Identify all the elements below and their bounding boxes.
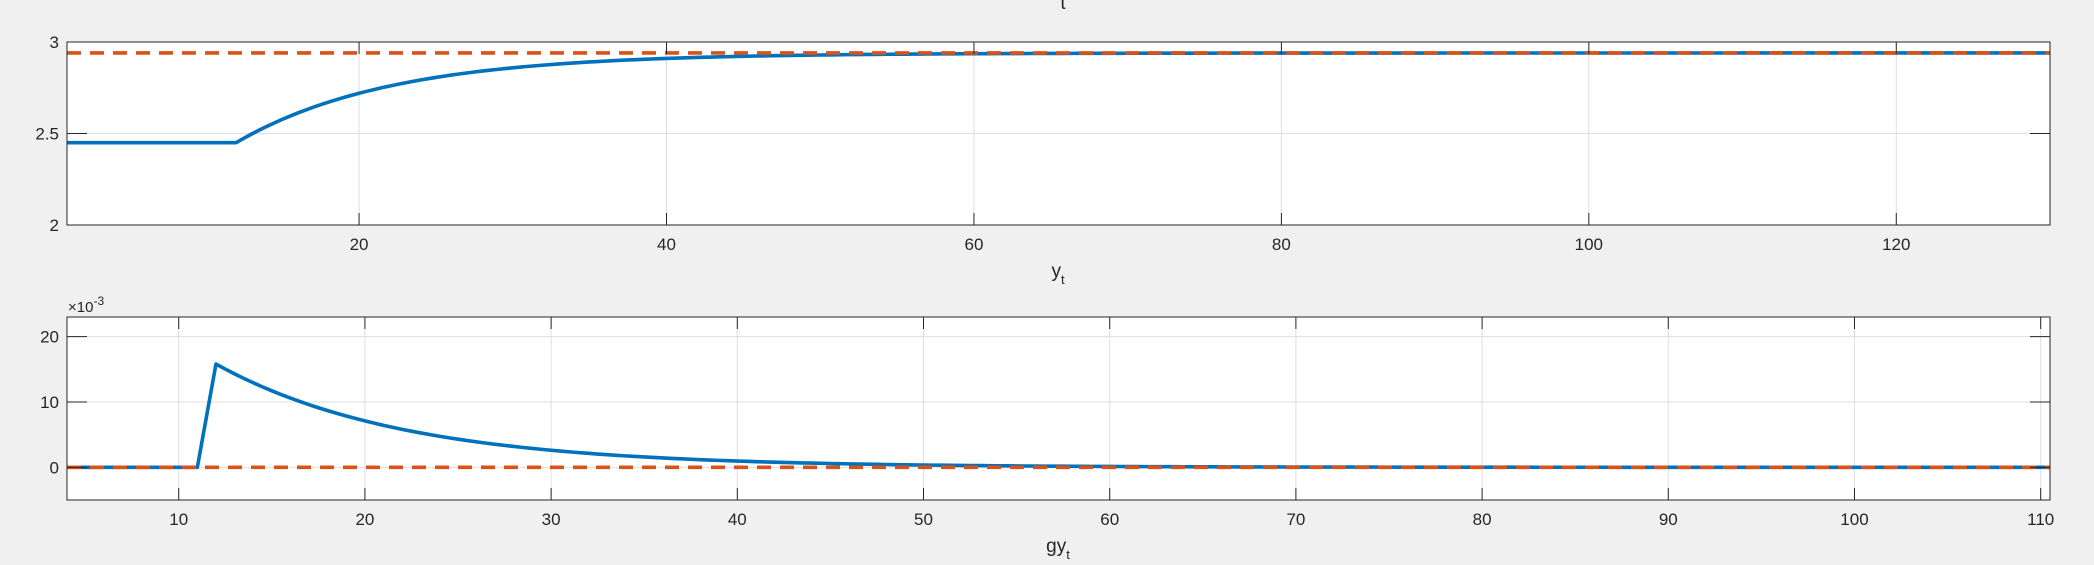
x-tick-label: 80 xyxy=(1272,235,1291,254)
top-subplot: t 20 40 60 80 100 120 22.53 yt xyxy=(35,0,2051,287)
x-tick-label: 60 xyxy=(1100,510,1119,529)
y-tick-label: 20 xyxy=(40,328,59,347)
top-plot-label: t xyxy=(1060,0,1066,14)
y-tick-label: 0 xyxy=(50,458,59,477)
bottom-exponent-label: ×10-3 xyxy=(68,294,104,316)
x-tick-label: 20 xyxy=(350,235,369,254)
top-xtick-labels: 20 40 60 80 100 120 xyxy=(350,235,1911,254)
x-tick-label: 50 xyxy=(914,510,933,529)
x-tick-label: 100 xyxy=(1840,510,1868,529)
x-tick-label: 40 xyxy=(657,235,676,254)
x-tick-label: 100 xyxy=(1575,235,1603,254)
bottom-x-axis-label: gyt xyxy=(1046,536,1070,562)
x-tick-label: 10 xyxy=(169,510,188,529)
x-tick-label: 60 xyxy=(964,235,983,254)
top-ticks xyxy=(67,41,2050,226)
bottom-series xyxy=(67,362,2050,470)
bottom-xtick-labels: 10 20 30 40 50 60 70 80 90 100 110 xyxy=(169,510,2054,529)
x-tick-label: 40 xyxy=(728,510,747,529)
y-tick-label: 3 xyxy=(50,33,59,52)
bottom-plot-area xyxy=(67,317,2050,500)
bottom-series-solid-line xyxy=(67,362,2050,470)
bottom-subplot: ×10-3 10 20 30 40 50 60 70 80 90 100 110 0 10 20 gyt xyxy=(40,294,2054,562)
top-series xyxy=(67,51,2050,145)
x-tick-label: 20 xyxy=(355,510,374,529)
x-tick-label: 90 xyxy=(1659,510,1678,529)
y-tick-label: 2.5 xyxy=(35,125,59,144)
y-tick-label: 10 xyxy=(40,393,59,412)
x-tick-label: 30 xyxy=(542,510,561,529)
y-tick-label: 2 xyxy=(50,216,59,235)
x-tick-label: 70 xyxy=(1286,510,1305,529)
bottom-ticks xyxy=(67,317,2050,500)
x-tick-label: 120 xyxy=(1882,235,1910,254)
bottom-axes-box xyxy=(66,316,2051,501)
top-x-axis-label: yt xyxy=(1051,261,1065,287)
bottom-ytick-labels: 0 10 20 xyxy=(40,328,59,478)
top-ytick-labels: 22.53 xyxy=(35,33,59,235)
x-tick-label: 80 xyxy=(1473,510,1492,529)
x-tick-label: 110 xyxy=(2027,510,2054,529)
